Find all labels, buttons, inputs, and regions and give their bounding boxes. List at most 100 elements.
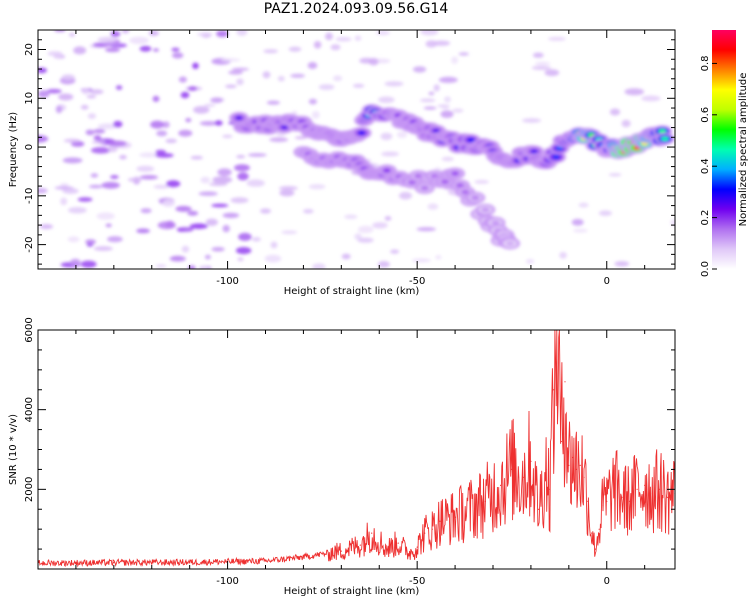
- snr-data-point: [264, 560, 267, 562]
- noise-blob: [270, 241, 278, 249]
- colorbar-tick-label: 0.0: [700, 261, 711, 277]
- noise-blob: [621, 119, 631, 128]
- noise-blob: [547, 36, 566, 41]
- snr-data-point: [549, 488, 551, 490]
- main-track-blob: [552, 154, 561, 160]
- main-track-blob: [530, 149, 539, 154]
- snr-data-point: [575, 468, 578, 470]
- noise-blob: [162, 199, 176, 208]
- heatmap-ytick-label: -10: [24, 188, 35, 204]
- noise-blob: [115, 85, 123, 90]
- snr-data-point: [613, 488, 615, 490]
- noise-blob: [139, 45, 152, 52]
- snr-plot: -100 -50 0 2000 4000 6000 Height of straight l…: [8, 317, 676, 597]
- noise-blob: [313, 41, 322, 49]
- noise-blob: [90, 173, 99, 178]
- snr-data-point: [371, 532, 373, 534]
- noise-blob: [228, 70, 244, 75]
- noise-blob: [357, 237, 374, 243]
- snr-data-point: [431, 528, 433, 530]
- snr-ytick-label: 6000: [24, 317, 35, 342]
- noise-blob: [451, 56, 458, 64]
- noise-blob: [238, 232, 252, 241]
- snr-data-point: [424, 532, 426, 534]
- noise-blob: [608, 173, 622, 177]
- noise-blob: [216, 30, 229, 38]
- noise-blob: [77, 197, 93, 202]
- noise-blob: [230, 197, 249, 204]
- noise-blob: [105, 47, 121, 53]
- secondary-track-blob: [420, 185, 429, 191]
- noise-blob: [187, 265, 196, 269]
- noise-blob: [217, 168, 232, 177]
- snr-xlabel: Height of straight line (km): [284, 586, 420, 597]
- noise-blob: [47, 51, 63, 57]
- noise-blob: [303, 209, 314, 214]
- noise-blob: [89, 89, 104, 95]
- noise-blob: [180, 91, 190, 99]
- colorbar-tick-label: 0.8: [700, 55, 711, 71]
- noise-blob: [110, 175, 119, 179]
- noise-blob: [341, 253, 351, 260]
- noise-blob: [236, 78, 244, 86]
- snr-data-point: [439, 520, 441, 522]
- noise-blob: [559, 251, 567, 259]
- noise-blob: [624, 88, 645, 96]
- noise-blob: [670, 219, 675, 227]
- noise-blob: [81, 88, 90, 95]
- noise-blob: [67, 236, 80, 243]
- noise-blob: [380, 132, 393, 141]
- noise-blob: [354, 35, 362, 41]
- noise-blob: [153, 184, 170, 189]
- chart-title: PAZ1.2024.093.09.56.G14: [263, 1, 449, 17]
- heatmap-ytick-label: 0: [24, 144, 35, 150]
- noise-blob: [279, 186, 298, 191]
- snr-data-point: [511, 468, 513, 470]
- heatmap-ytick-label: 20: [24, 43, 35, 56]
- noise-blob: [214, 120, 223, 126]
- top-axes-frame: [37, 29, 676, 270]
- noise-blob: [330, 44, 341, 51]
- noise-blob: [196, 32, 213, 37]
- noise-blob: [136, 228, 151, 234]
- noise-blob: [166, 180, 181, 188]
- snr-data-point: [651, 492, 653, 494]
- noise-blob: [433, 84, 440, 92]
- noise-blob: [308, 98, 317, 105]
- snr-data-point: [359, 544, 361, 546]
- noise-blob: [148, 30, 159, 36]
- noise-blob: [377, 261, 390, 268]
- noise-blob: [200, 265, 209, 269]
- colorbar: 0.0 0.2 0.4 0.6 0.8 Normalized spectral ampli…: [700, 30, 749, 277]
- noise-blob: [277, 75, 285, 82]
- noise-blob: [80, 104, 89, 110]
- noise-blob: [237, 257, 244, 262]
- noise-blob: [225, 84, 237, 89]
- noise-blob: [312, 263, 326, 269]
- noise-blob: [178, 76, 187, 83]
- noise-blob: [204, 254, 211, 260]
- main-track-blob: [658, 129, 667, 134]
- noise-blob: [288, 46, 302, 52]
- noise-blob: [544, 69, 560, 77]
- colorbar-label: Normalized spectral amplitude: [738, 73, 749, 227]
- noise-blob: [578, 202, 589, 208]
- noise-blob: [325, 32, 333, 41]
- snr-data-point: [587, 500, 589, 502]
- snr-data-point: [636, 488, 638, 490]
- noise-blob: [376, 30, 390, 36]
- snr-data-point: [484, 500, 486, 502]
- noise-blob: [532, 52, 544, 58]
- noise-blob: [441, 156, 454, 162]
- secondary-track-blob: [491, 220, 500, 225]
- noise-blob: [354, 233, 362, 240]
- noise-blob: [378, 96, 395, 104]
- noise-blob: [61, 74, 75, 81]
- noise-blob: [101, 181, 120, 189]
- noise-blob: [204, 103, 216, 107]
- noise-blob: [399, 191, 412, 200]
- noise-blob: [420, 30, 439, 36]
- main-track-blob: [235, 115, 243, 121]
- noise-blob: [234, 164, 250, 172]
